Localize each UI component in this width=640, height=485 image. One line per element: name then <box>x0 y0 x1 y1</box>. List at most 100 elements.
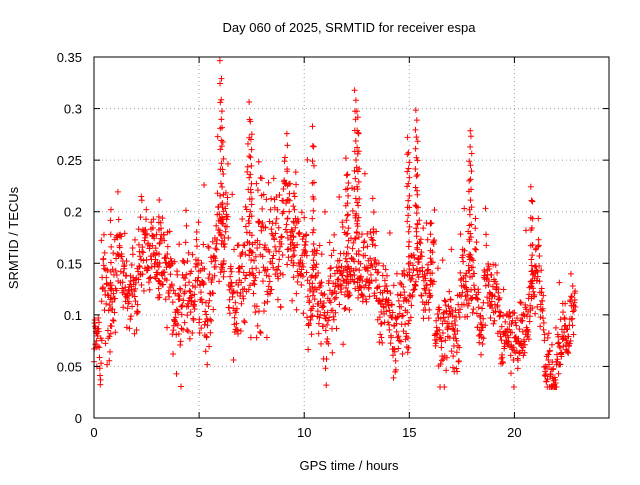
data-point <box>108 306 115 313</box>
data-point <box>350 239 357 246</box>
data-point <box>425 315 432 322</box>
data-point <box>367 271 374 278</box>
data-point <box>106 333 113 340</box>
data-point <box>343 217 350 224</box>
data-point <box>406 159 413 166</box>
data-point <box>309 229 316 236</box>
data-point <box>166 263 173 270</box>
data-point <box>121 230 128 237</box>
data-point <box>448 246 455 253</box>
data-point <box>440 314 447 321</box>
data-point <box>355 202 362 209</box>
data-point <box>352 137 359 144</box>
data-point <box>433 324 440 331</box>
data-point <box>406 223 413 230</box>
data-point <box>310 288 317 295</box>
data-point <box>170 351 177 358</box>
data-point <box>414 204 421 211</box>
data-point <box>107 322 114 329</box>
data-point <box>473 239 480 246</box>
data-point <box>528 268 535 275</box>
data-point <box>160 281 167 288</box>
data-point <box>311 296 318 303</box>
data-point <box>262 242 269 249</box>
data-point <box>389 309 396 316</box>
data-point <box>176 241 183 248</box>
data-point <box>536 252 543 259</box>
data-point <box>102 340 109 347</box>
data-point <box>440 356 447 363</box>
data-point <box>427 292 434 299</box>
data-point <box>115 216 122 223</box>
data-point <box>213 246 220 253</box>
data-point <box>564 349 571 356</box>
data-point <box>353 108 360 115</box>
data-point <box>262 224 269 231</box>
data-point <box>352 266 359 273</box>
data-point <box>521 349 528 356</box>
data-point <box>93 337 100 344</box>
data-point <box>412 145 419 152</box>
data-point <box>360 244 367 251</box>
data-point <box>219 138 226 145</box>
data-point <box>191 291 198 298</box>
data-point <box>177 286 184 293</box>
data-point <box>257 328 264 335</box>
data-point <box>492 262 499 269</box>
data-point <box>267 206 274 213</box>
data-point <box>439 330 446 337</box>
data-point <box>500 286 507 293</box>
data-point <box>261 300 268 307</box>
data-point <box>149 242 156 249</box>
data-point <box>405 212 412 219</box>
data-point <box>204 361 211 368</box>
data-point <box>216 227 223 234</box>
data-point <box>397 292 404 299</box>
data-point <box>107 231 114 238</box>
data-point <box>103 274 110 281</box>
data-point <box>413 173 420 180</box>
data-point <box>224 213 231 220</box>
data-point <box>425 299 432 306</box>
data-point <box>167 271 174 278</box>
data-point <box>95 319 102 326</box>
data-point <box>354 114 361 121</box>
data-point <box>166 293 173 300</box>
data-point <box>198 325 205 332</box>
data-point <box>333 325 340 332</box>
data-point <box>393 328 400 335</box>
data-point <box>539 297 546 304</box>
data-point <box>496 294 503 301</box>
data-point <box>205 243 212 250</box>
data-point <box>365 285 372 292</box>
data-point <box>324 335 331 342</box>
data-point <box>205 244 212 251</box>
data-point <box>393 270 400 277</box>
data-point <box>466 236 473 243</box>
data-point <box>138 256 145 263</box>
data-point <box>218 137 225 144</box>
data-point <box>259 278 266 285</box>
data-point <box>310 241 317 248</box>
data-point <box>555 339 562 346</box>
ticks-layer: 0 0.05 0.1 0.15 0.2 0.25 0.3 0.35 0 5 10 15 20 <box>57 50 609 440</box>
data-point <box>534 273 541 280</box>
data-point <box>325 340 332 347</box>
data-point <box>525 336 532 343</box>
data-point <box>360 239 367 246</box>
data-point <box>272 230 279 237</box>
data-point <box>170 327 177 334</box>
data-point <box>117 268 124 275</box>
data-point <box>305 346 312 353</box>
data-point <box>430 240 437 247</box>
data-point <box>254 187 261 194</box>
data-point <box>466 222 473 229</box>
data-point <box>449 312 456 319</box>
data-point <box>136 263 143 270</box>
data-point <box>191 305 198 312</box>
data-point <box>198 260 205 267</box>
data-point <box>97 372 104 379</box>
data-point <box>234 330 241 337</box>
data-point <box>408 275 415 282</box>
data-point <box>441 297 448 304</box>
